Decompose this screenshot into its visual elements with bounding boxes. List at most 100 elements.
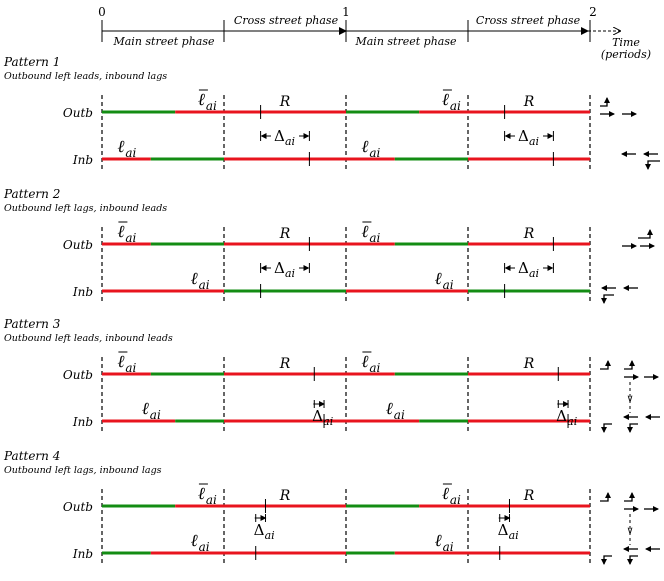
delta-symbol: Δ	[254, 521, 265, 539]
pattern-subtitle: Outbound left lags, inbound lags	[4, 465, 162, 476]
ell-symbol: ℓ	[386, 399, 393, 419]
red-interval-label-1: R	[279, 356, 291, 372]
ell-subscript: ai	[443, 540, 454, 554]
inbound-left-interval-label-2: ℓ ai	[361, 137, 380, 160]
time-label-2: 2	[589, 5, 597, 19]
ell-symbol: ℓ	[198, 90, 205, 110]
left-turn-arrow-outbound	[638, 229, 653, 239]
ell-subscript: ai	[369, 146, 380, 160]
inbound-signal	[102, 284, 590, 298]
ell-symbol: ℓ	[361, 352, 368, 372]
outbound-signal	[102, 105, 590, 119]
ell-subscript: ai	[206, 99, 217, 113]
pattern-subtitle: Outbound left leads, inbound lags	[4, 71, 167, 82]
red-interval-label-1: R	[279, 488, 291, 504]
ell-symbol: ℓ	[442, 90, 449, 110]
time-axis-unit: (periods)	[601, 48, 651, 61]
ell-subscript: ai	[450, 99, 461, 113]
ell-subscript: ai	[199, 278, 210, 292]
row-label-inbound: Inb	[72, 153, 93, 167]
left-turn-arrow-outbound-2	[624, 492, 635, 502]
ell-subscript: ai	[206, 493, 217, 507]
ell-symbol: ℓ	[142, 399, 149, 419]
movement-icons	[600, 97, 660, 170]
ell-subscript: ai	[150, 408, 161, 422]
row-label-outbound: Outb	[63, 238, 93, 252]
left-turn-arrow-inbound	[601, 294, 614, 304]
left-turn-arrow-outbound	[600, 360, 611, 370]
ell-subscript: ai	[443, 278, 454, 292]
pattern-2: Pattern 2 Outbound left lags, inbound lea…	[3, 187, 655, 304]
outbound-left-interval-label-1: ℓ ai	[198, 89, 217, 113]
red-interval-label-2: R	[523, 488, 535, 504]
delta-subscript: ai	[509, 529, 519, 542]
inbound-signal	[102, 546, 590, 560]
ell-symbol: ℓ	[117, 137, 124, 157]
inbound-left-interval-label-2: ℓ ai	[435, 531, 454, 554]
movement-icons: ∨	[600, 360, 660, 433]
left-turn-arrow-inbound	[601, 555, 612, 565]
ell-subscript: ai	[450, 493, 461, 507]
delta-subscript: ai	[285, 135, 295, 148]
ell-subscript: ai	[125, 146, 136, 160]
delta-symbol: Δ	[274, 127, 285, 145]
pattern-title: Pattern 2	[3, 187, 60, 201]
pattern-3: Pattern 3 Outbound left leads, inbound le…	[3, 317, 660, 434]
pattern-4: Pattern 4 Outbound left lags, inbound lag…	[3, 449, 660, 566]
ell-symbol: ℓ	[361, 222, 368, 242]
time-axis-title: Time	[612, 36, 640, 49]
outbound-left-interval-label-2: ℓ ai	[442, 483, 461, 507]
left-turn-arrow-inbound	[601, 423, 612, 433]
delta-symbol: Δ	[498, 521, 509, 539]
ell-symbol: ℓ	[361, 137, 368, 157]
pattern-subtitle: Outbound left lags, inbound leads	[4, 203, 167, 214]
ell-symbol: ℓ	[117, 222, 124, 242]
delta-subscript: ai	[529, 135, 539, 148]
delta-subscript: ai	[323, 415, 333, 428]
ell-symbol: ℓ	[191, 269, 198, 289]
delta-subscript: ai	[285, 267, 295, 280]
movement-icons: ∨	[600, 492, 660, 565]
time-label-0: 0	[98, 5, 106, 19]
red-interval-label-2: R	[523, 94, 535, 110]
inbound-signal	[102, 152, 590, 166]
delta-symbol: Δ	[556, 407, 567, 425]
outbound-signal	[102, 367, 590, 381]
outbound-left-interval-label-2: ℓ ai	[361, 221, 381, 245]
left-turn-arrow-outbound	[600, 492, 611, 502]
left-turn-arrow-outbound-2	[624, 360, 635, 370]
delta-symbol: Δ	[312, 407, 323, 425]
row-label-inbound: Inb	[72, 415, 93, 429]
row-label-outbound: Outb	[63, 500, 93, 514]
vs-mark: ∨	[626, 394, 633, 405]
pattern-title: Pattern 4	[3, 449, 60, 463]
inbound-left-interval-label-2: ℓ ai	[386, 399, 405, 422]
delta-subscript: ai	[529, 267, 539, 280]
ell-subscript: ai	[199, 540, 210, 554]
pattern-subtitle: Outbound left leads, inbound leads	[4, 333, 173, 344]
outbound-signal	[102, 237, 590, 251]
outbound-left-interval-label-1: ℓ ai	[117, 221, 137, 245]
left-turn-arrow-outbound	[600, 97, 610, 107]
left-turn-arrow-inbound-2	[627, 555, 638, 565]
ell-subscript: ai	[369, 231, 380, 245]
inbound-left-interval-label-1: ℓ ai	[117, 137, 136, 160]
ell-subscript: ai	[125, 231, 136, 245]
delta-subscript: ai	[265, 529, 275, 542]
ell-subscript: ai	[369, 361, 380, 375]
inbound-left-interval-label-2: ℓ ai	[435, 269, 454, 292]
inbound-left-interval-label-1: ℓ ai	[191, 531, 210, 554]
red-interval-label-2: R	[523, 226, 535, 242]
main-street-phase-label-2: Main street phase	[354, 35, 457, 48]
row-label-inbound: Inb	[72, 285, 93, 299]
row-label-inbound: Inb	[72, 547, 93, 561]
outbound-signal	[102, 499, 590, 513]
main-street-phase-label-1: Main street phase	[112, 35, 215, 48]
movement-icons	[601, 229, 655, 304]
